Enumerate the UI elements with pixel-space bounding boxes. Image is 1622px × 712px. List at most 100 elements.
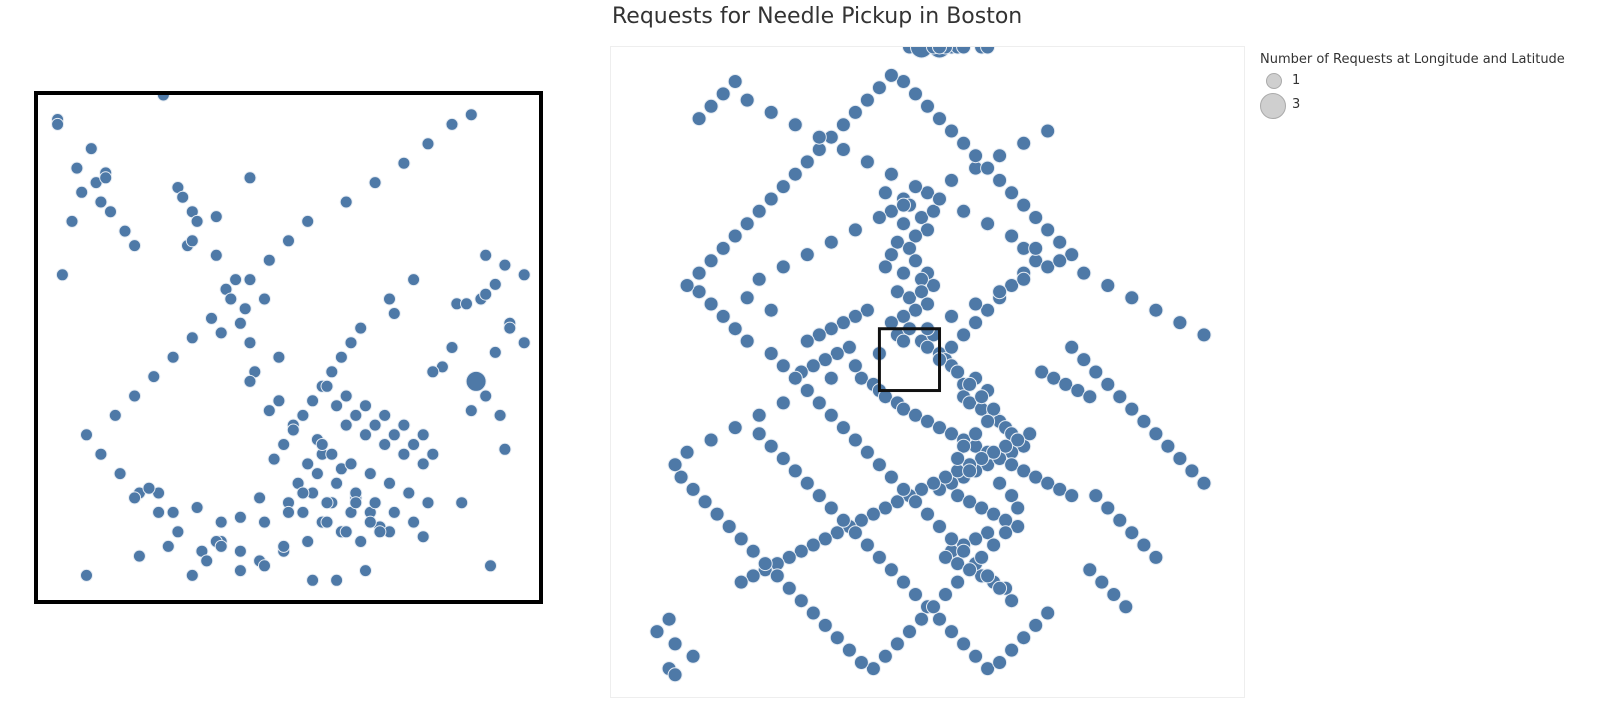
inset-scatter-svg (51, 95, 531, 587)
main-scatter-point (1004, 278, 1020, 293)
main-scatter-point (883, 203, 899, 219)
main-scatter-point (865, 506, 881, 522)
inset-scatter-point (258, 515, 271, 529)
inset-scatter-point (238, 302, 252, 316)
inset-scatter-point (359, 564, 372, 578)
inset-scatter-point (503, 321, 517, 335)
main-scatter-point (992, 655, 1008, 670)
inset-scatter-point (363, 467, 377, 481)
main-scatter-point (817, 352, 833, 368)
inset-scatter-point (445, 117, 459, 131)
main-scatter-point (956, 543, 972, 559)
main-scatter-point (896, 481, 911, 497)
main-scatter-point (1016, 135, 1032, 151)
main-scatter-point (751, 407, 767, 423)
main-scatter-point (847, 432, 863, 448)
main-scatter-point (811, 395, 827, 411)
main-scatter-point (1112, 389, 1128, 405)
main-scatter-point (667, 457, 683, 473)
main-scatter-point (799, 475, 815, 491)
main-scatter-point (968, 648, 984, 664)
inset-scatter-point (214, 515, 228, 529)
main-scatter-point (727, 74, 743, 89)
main-scatter-point (908, 86, 923, 102)
inset-scatter-point (306, 394, 320, 408)
inset-scatter-point (185, 234, 199, 248)
main-scatter-point (859, 302, 875, 318)
inset-scatter-point (325, 365, 339, 379)
main-scatter-point (739, 92, 755, 108)
main-scatter-point (715, 86, 731, 102)
main-scatter-point (1124, 525, 1140, 541)
inset-scatter-point (359, 399, 372, 413)
main-scatter-point (859, 537, 875, 553)
main-scatter-point (956, 203, 972, 219)
chart-title: Requests for Needle Pickup in Boston (612, 4, 1023, 29)
inset-scatter-point (402, 486, 416, 500)
main-scatter-point (1010, 500, 1026, 516)
inset-scatter-point (80, 568, 93, 582)
main-scatter-point (1034, 364, 1050, 380)
main-scatter-point (715, 308, 731, 324)
main-scatter-point (926, 278, 941, 293)
main-scatter-point (1040, 123, 1056, 139)
main-scatter-point (950, 451, 966, 466)
main-scatter-point (751, 203, 767, 219)
inset-scatter-point (258, 559, 271, 573)
inset-scatter-point (70, 161, 84, 175)
inset-scatter-point (209, 248, 223, 262)
inset-scatter-point (339, 418, 353, 432)
inset-scatter-point (517, 268, 531, 282)
main-scatter-point (757, 556, 773, 572)
main-scatter-point (974, 389, 990, 405)
main-scatter-point (944, 123, 959, 139)
inset-scatter-point (320, 379, 334, 393)
inset-scatter-point (94, 447, 108, 461)
zoomed-inset-plot (34, 91, 543, 604)
inset-scatter-point (315, 438, 329, 451)
inset-scatter-point (128, 389, 142, 403)
main-scatter-point (974, 451, 990, 466)
main-scatter-point (998, 525, 1014, 541)
inset-scatter-point (334, 350, 348, 364)
main-scatter-point (805, 358, 821, 374)
main-scatter-point (1118, 599, 1134, 615)
main-scatter-point (727, 321, 743, 337)
main-scatter-point (679, 278, 695, 293)
main-scatter-point (733, 574, 749, 590)
inset-scatter-point (349, 408, 363, 422)
main-scatter-point (829, 346, 845, 361)
main-scatter-point (980, 216, 996, 232)
legend-item-1: 1 (1260, 69, 1565, 93)
main-scatter-point (1004, 185, 1020, 201)
main-scatter-point (908, 228, 923, 244)
inset-scatter-point (229, 273, 243, 287)
main-scatter-point (883, 247, 899, 263)
inset-scatter-point (416, 457, 430, 471)
main-scatter-point (733, 531, 749, 547)
main-scatter-point (944, 624, 959, 640)
main-scatter-point (835, 117, 851, 133)
main-scatter-point (962, 463, 978, 479)
main-scatter-point (1112, 512, 1128, 528)
main-scatter-point (835, 142, 851, 157)
main-scatter-point (703, 253, 719, 269)
main-scatter-point (685, 481, 701, 497)
inset-scatter-point (306, 573, 320, 587)
main-scatter-point (763, 346, 779, 361)
inset-scatter-point (233, 316, 247, 330)
inset-scatter-point (339, 525, 353, 539)
main-scatter-point (751, 271, 767, 287)
inset-scatter-point (368, 418, 382, 432)
inset-scatter-point (296, 505, 310, 519)
inset-scatter-point (460, 297, 473, 311)
inset-scatter-point (286, 423, 300, 437)
main-scatter-point (1094, 574, 1110, 590)
main-scatter-point (914, 611, 929, 627)
main-scatter-point (889, 494, 905, 510)
inset-scatter-point (339, 195, 353, 209)
main-scatter-point (703, 296, 719, 312)
main-scatter-point (1124, 290, 1140, 306)
main-scatter-point (956, 327, 972, 343)
main-scatter-point (1010, 432, 1026, 448)
